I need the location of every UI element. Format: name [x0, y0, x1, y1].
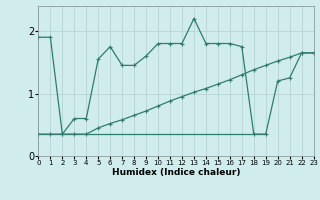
X-axis label: Humidex (Indice chaleur): Humidex (Indice chaleur): [112, 168, 240, 177]
